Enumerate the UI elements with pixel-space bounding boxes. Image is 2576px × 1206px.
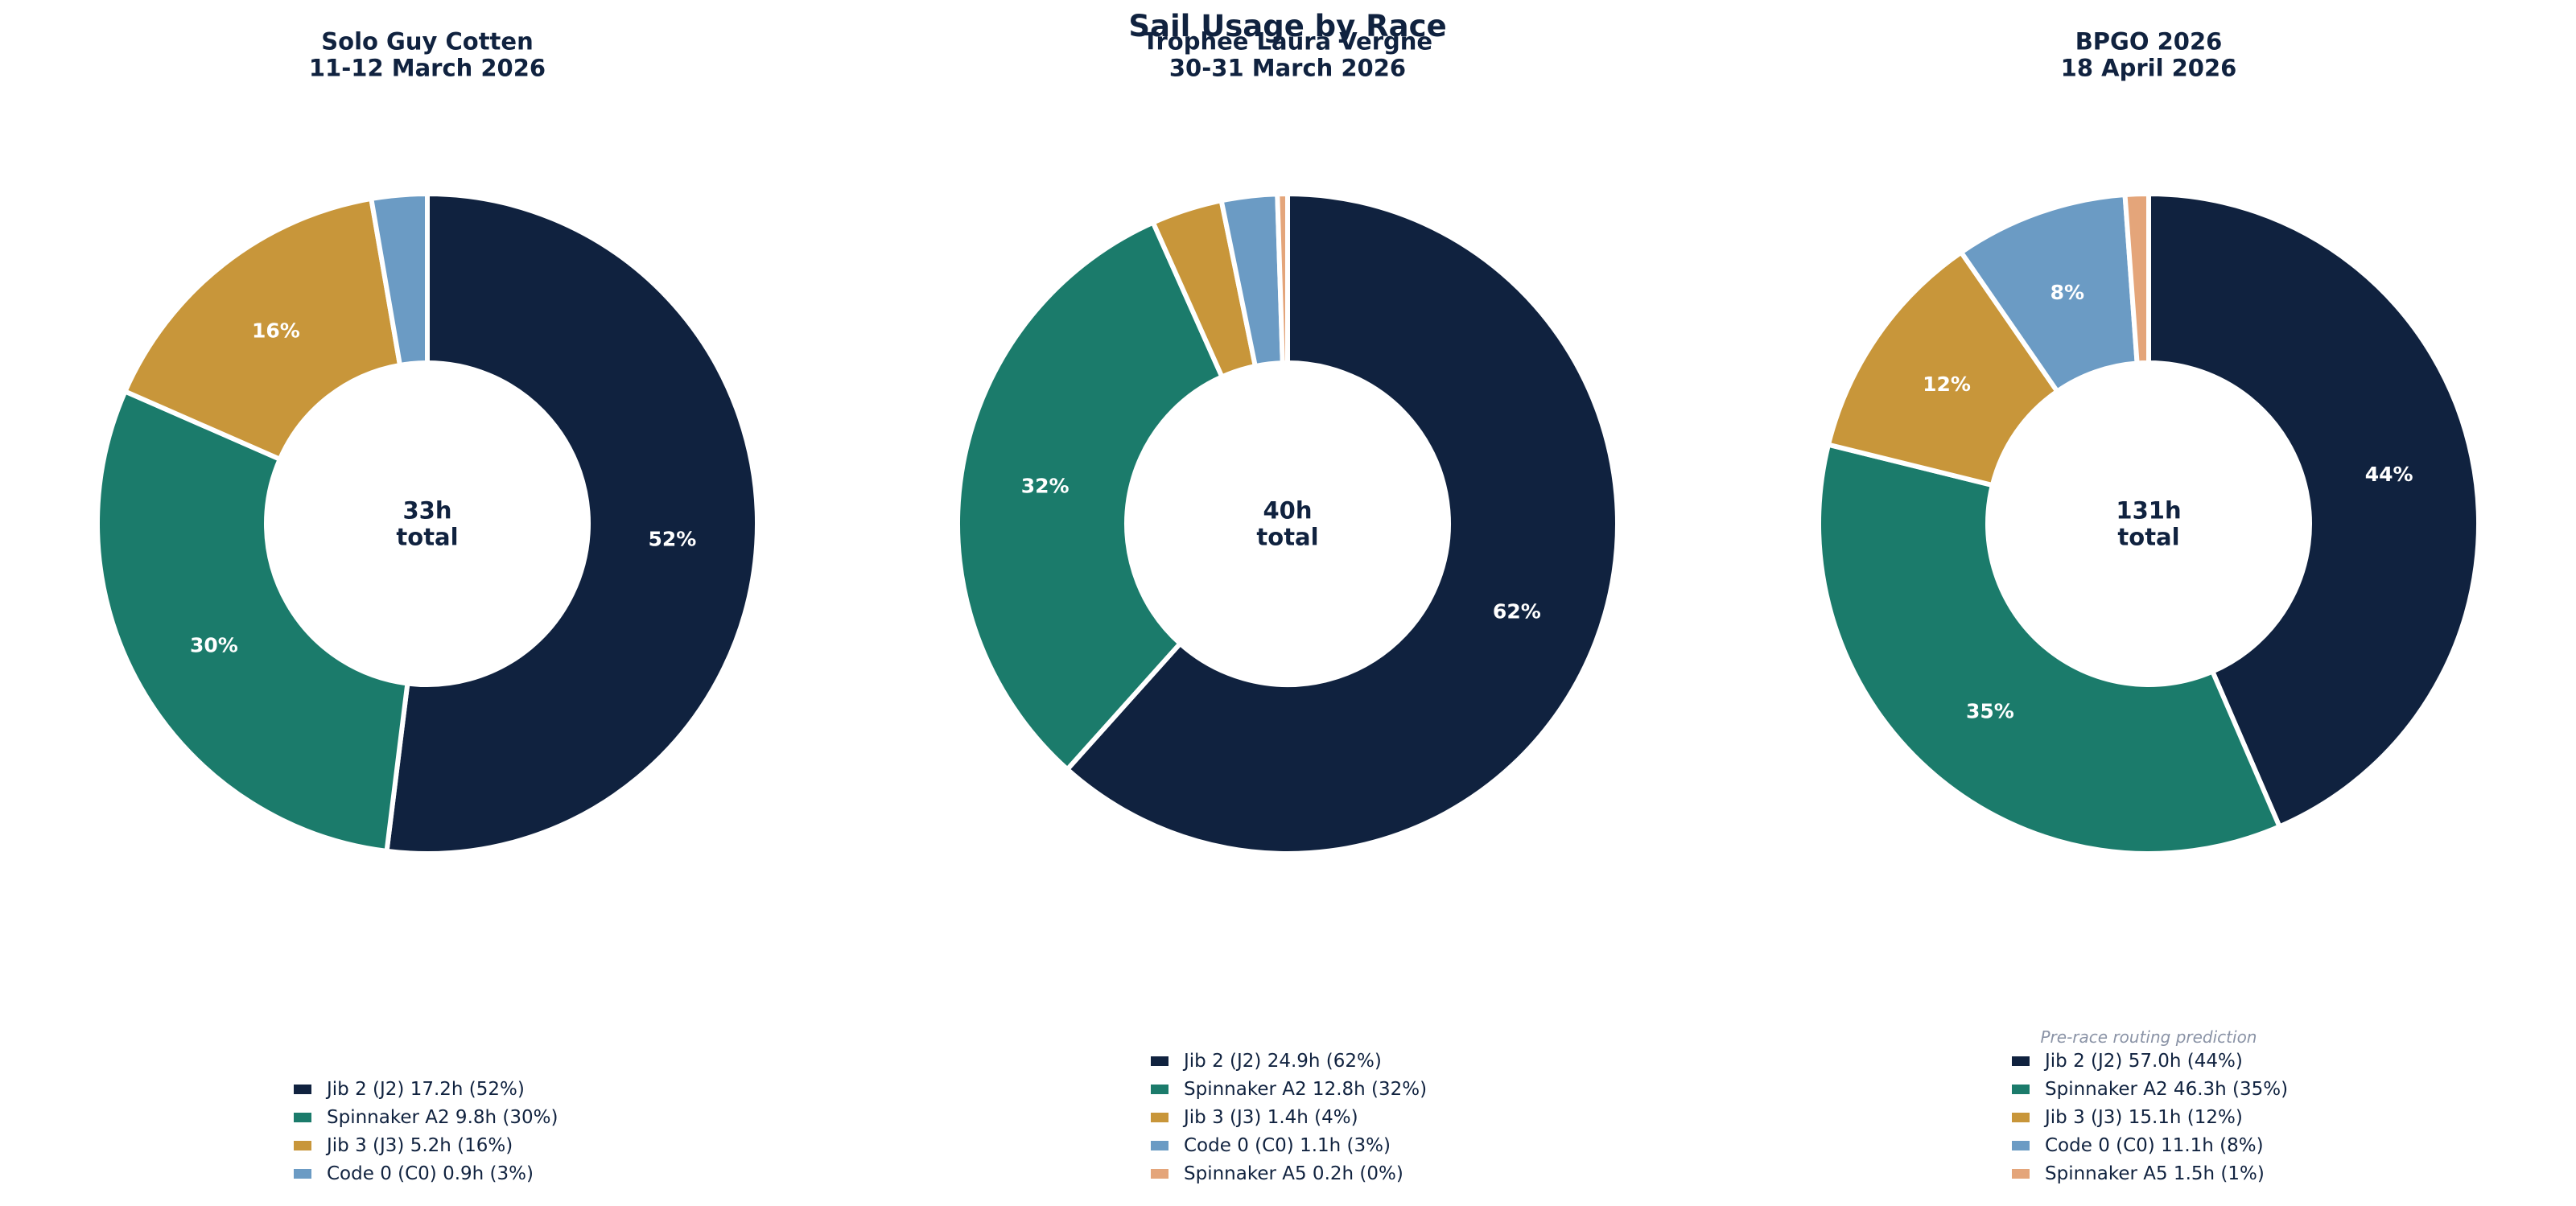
slice-jib-3-j3 <box>122 196 402 462</box>
slice-percent-label: 30% <box>190 633 238 657</box>
slice-spinnaker-a5 <box>2122 191 2151 366</box>
slice-percent-label: 32% <box>1021 474 1070 497</box>
legend: Jib 2 (J2) 24.9h (62%) Spinnaker A2 12.8h… <box>1151 1051 1427 1184</box>
slice-jib-2-j2 <box>1065 191 1620 856</box>
legend: Pre-race routing prediction Jib 2 (J2) 57… <box>2012 1027 2288 1184</box>
slice-spinnaker-a2 <box>95 389 410 854</box>
slice-code-0-c0 <box>369 191 430 368</box>
slice-percent-label: 16% <box>252 319 300 342</box>
slice-percent-label: 8% <box>2050 281 2084 304</box>
legend-swatch <box>1151 1085 1168 1094</box>
routing-note: Pre-race routing prediction <box>2041 1027 2257 1047</box>
legend-swatch <box>294 1141 311 1150</box>
chart-title: BPGO 2026 18 April 2026 <box>2061 28 2237 82</box>
donut-chart-3: BPGO 2026 18 April 2026 44% 35% 12% 8% 131h tot… <box>1816 28 2481 1184</box>
legend-swatch <box>2012 1169 2030 1179</box>
slice-jib-2-j2 <box>384 191 760 856</box>
legend-swatch <box>1151 1141 1168 1150</box>
legend-swatch <box>2012 1113 2030 1122</box>
charts-group: Solo Guy Cotten 11-12 March 2026 52% 30% 16%… <box>95 28 2481 1184</box>
legend-swatch <box>294 1113 311 1122</box>
legend: Jib 2 (J2) 17.2h (52%) Spinnaker A2 9.8h … <box>294 1079 558 1184</box>
donut-chart-1: Solo Guy Cotten 11-12 March 2026 52% 30% 16%… <box>95 28 760 1184</box>
slice-spinnaker-a2 <box>955 220 1225 772</box>
slice-jib-2-j2 <box>2146 191 2481 829</box>
slice-spinnaker-a2 <box>1816 442 2282 857</box>
slice-percent-label: 35% <box>1966 699 2014 722</box>
legend-swatch <box>2012 1141 2030 1150</box>
chart-title: Solo Guy Cotten 11-12 March 2026 <box>309 28 546 82</box>
legend-entry: Spinnaker A5 0.2h (0%) <box>1184 1163 1403 1184</box>
legend-swatch <box>294 1085 311 1094</box>
legend-entry: Jib 2 (J2) 24.9h (62%) <box>1182 1051 1382 1072</box>
center-total-label: 33h total <box>396 497 458 551</box>
chart-title: Trophee Laura Vergne 30-31 March 2026 <box>1143 28 1432 82</box>
legend-swatch <box>294 1169 311 1179</box>
legend-entry: Spinnaker A2 12.8h (32%) <box>1184 1079 1427 1100</box>
legend-entry: Spinnaker A5 1.5h (1%) <box>2045 1163 2265 1184</box>
legend-swatch <box>1151 1113 1168 1122</box>
legend-entry: Code 0 (C0) 0.9h (3%) <box>327 1163 534 1184</box>
center-total-label: 131h total <box>2116 497 2181 551</box>
center-total-label: 40h total <box>1256 497 1318 551</box>
slice-percent-label: 12% <box>1923 373 1971 396</box>
legend-entry: Jib 2 (J2) 57.0h (44%) <box>2043 1051 2243 1072</box>
legend-swatch <box>2012 1085 2030 1094</box>
legend-entry: Jib 2 (J2) 17.2h (52%) <box>325 1079 525 1100</box>
figure-title: Sail Usage by Race <box>1128 9 1446 43</box>
legend-entry: Jib 3 (J3) 15.1h (12%) <box>2043 1107 2243 1128</box>
legend-entry: Spinnaker A2 9.8h (30%) <box>327 1107 558 1128</box>
legend-entry: Code 0 (C0) 1.1h (3%) <box>1184 1135 1391 1156</box>
slice-percent-label: 44% <box>2365 463 2413 486</box>
legend-entry: Spinnaker A2 46.3h (35%) <box>2045 1079 2288 1100</box>
legend-swatch <box>1151 1056 1168 1066</box>
slice-spinnaker-a5 <box>1275 191 1290 366</box>
legend-entry: Jib 3 (J3) 1.4h (4%) <box>1182 1107 1358 1128</box>
legend-swatch <box>2012 1056 2030 1066</box>
legend-entry: Code 0 (C0) 11.1h (8%) <box>2045 1135 2264 1156</box>
slice-percent-label: 62% <box>1493 600 1541 624</box>
legend-entry: Jib 3 (J3) 5.2h (16%) <box>325 1135 513 1156</box>
legend-swatch <box>1151 1169 1168 1179</box>
donut-chart-2: Trophee Laura Vergne 30-31 March 2026 62% 3… <box>955 28 1620 1184</box>
slice-percent-label: 52% <box>648 527 696 550</box>
